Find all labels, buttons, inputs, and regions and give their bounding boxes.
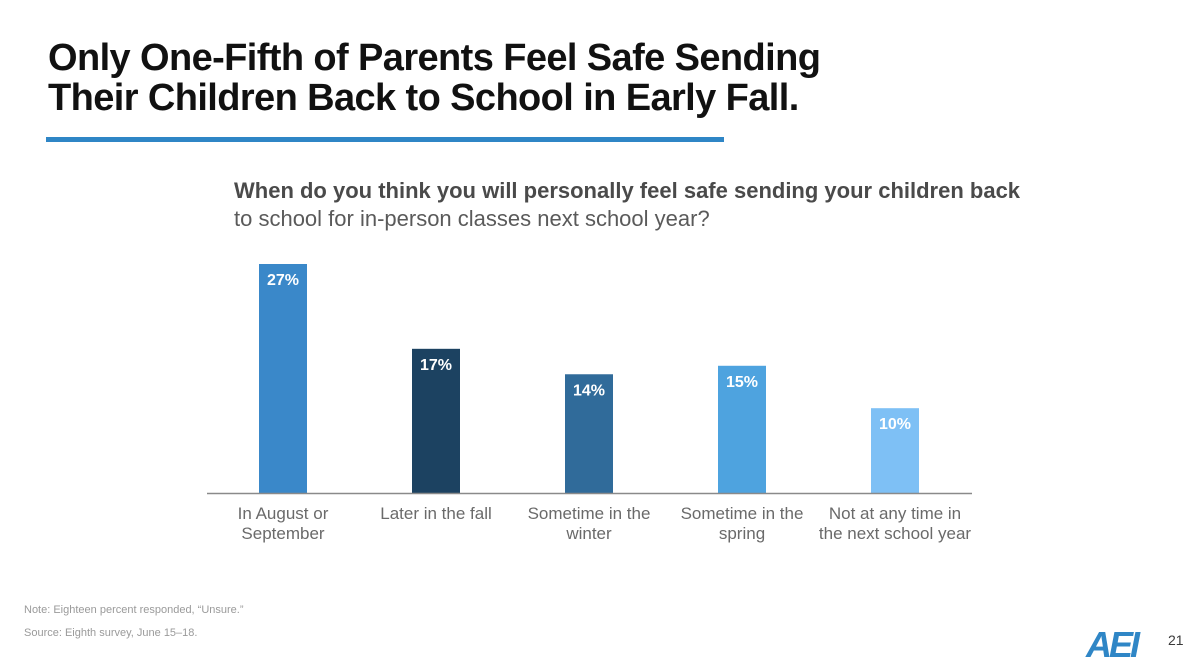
bar-value-label: 10% — [879, 416, 911, 433]
slide-title-line-2: Their Children Back to School in Early F… — [48, 77, 799, 119]
bar — [565, 374, 613, 493]
slide-title-line-1: Only One-Fifth of Parents Feel Safe Send… — [48, 37, 821, 79]
survey-question-light: to school for in-person classes next sch… — [234, 206, 710, 231]
bar-value-label: 27% — [267, 272, 299, 289]
category-label: September — [241, 524, 324, 543]
category-label: winter — [565, 524, 612, 543]
bar — [871, 408, 919, 493]
bar — [718, 365, 766, 493]
svg-text:AEI: AEI — [1085, 624, 1141, 662]
bar-value-label: 14% — [573, 382, 605, 399]
category-label: spring — [719, 524, 765, 543]
footnote-note: Note: Eighteen percent responded, “Unsur… — [24, 604, 244, 616]
bar-value-label: 17% — [420, 357, 452, 374]
category-label: Later in the fall — [380, 504, 492, 523]
survey-question-bold: When do you think you will personally fe… — [234, 178, 1021, 203]
category-label: the next school year — [819, 524, 971, 543]
category-label: Sometime in the — [528, 504, 651, 523]
bar — [412, 348, 460, 493]
footnote-source: Source: Eighth survey, June 15–18. — [24, 627, 198, 639]
bar-value-label: 15% — [726, 374, 758, 391]
category-label: Sometime in the — [681, 504, 804, 523]
survey-question: When do you think you will personally fe… — [234, 177, 1094, 233]
title-underline — [46, 137, 724, 142]
aei-logo: AEI — [1085, 624, 1144, 662]
category-label: Not at any time in — [829, 504, 961, 523]
page-number: 21 — [1168, 632, 1184, 648]
slide-title: Only One-Fifth of Parents Feel Safe Send… — [48, 38, 868, 118]
bar — [259, 264, 307, 493]
category-label: In August or — [238, 504, 329, 523]
